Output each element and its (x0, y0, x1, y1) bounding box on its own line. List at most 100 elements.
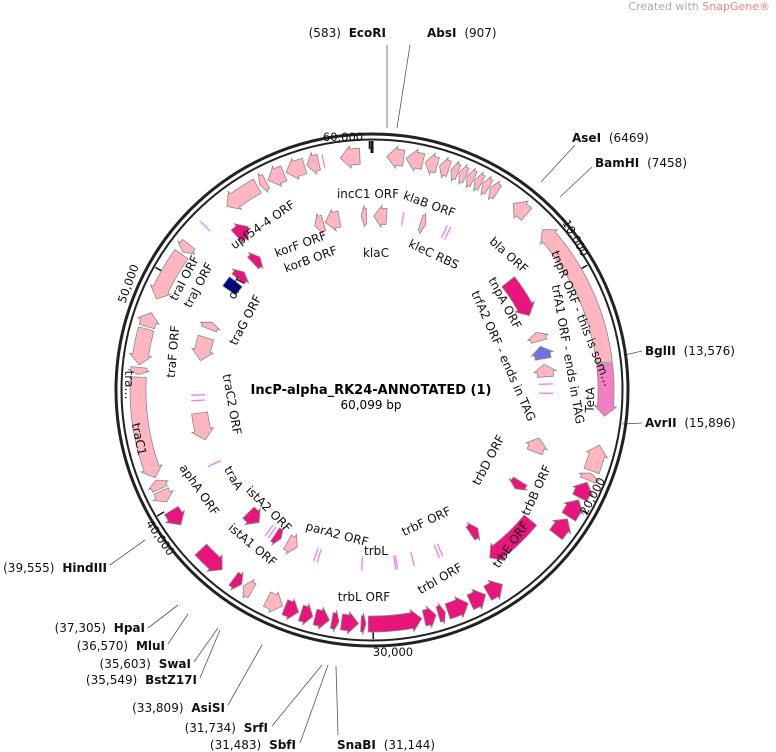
site-BstZ17I[interactable]: (35,549) BstZ17I (86, 673, 197, 687)
feature-arrow[interactable] (458, 164, 470, 185)
feature-arrow[interactable] (312, 606, 330, 631)
feature-arrow[interactable] (267, 164, 288, 187)
site-SbfI[interactable]: (31,483) SbfI (210, 738, 296, 752)
feature-arrow[interactable] (136, 312, 160, 330)
feature-arrow[interactable] (281, 597, 300, 621)
feature-arrow[interactable] (228, 571, 244, 591)
feature-arrow[interactable] (367, 608, 423, 633)
feature-arrow[interactable] (149, 248, 189, 300)
site-AseI[interactable]: AseI (6469) (572, 131, 649, 145)
feature-arrow[interactable] (466, 588, 487, 611)
feature-arrow[interactable] (373, 204, 388, 229)
feature-arrow[interactable] (226, 178, 262, 210)
feature-arrow[interactable] (270, 526, 284, 546)
feature-arrow[interactable] (444, 596, 469, 620)
feature-arrow[interactable] (360, 612, 367, 635)
label-traC2[interactable]: traC2 ORF (220, 373, 244, 436)
feature-arrow[interactable] (488, 180, 503, 201)
feature-arrow[interactable] (386, 145, 406, 170)
feature-arrow[interactable] (583, 444, 609, 475)
feature-arrow[interactable] (164, 505, 186, 526)
feature-arrow[interactable] (306, 151, 321, 176)
feature-arrow[interactable] (247, 252, 264, 270)
feature-arrow[interactable] (199, 321, 221, 333)
site-SrfI[interactable]: (31,734) SrfI (185, 721, 268, 735)
feature-arrow[interactable] (466, 167, 478, 189)
label-trbL-orf[interactable]: trbL ORF (338, 590, 391, 604)
label-traF[interactable]: traF ORF (164, 325, 183, 379)
feature-arrow[interactable] (231, 268, 250, 285)
feature-arrow[interactable] (561, 499, 584, 522)
feature-arrow[interactable] (151, 487, 174, 503)
feature-arrow[interactable] (314, 213, 327, 235)
feature-arrow[interactable] (571, 481, 594, 502)
label-tetA[interactable]: TetA (583, 386, 598, 414)
label-aphA[interactable]: aphA ORF (177, 461, 223, 518)
feature-arrow[interactable] (190, 411, 215, 441)
feature-arrow[interactable] (340, 610, 360, 635)
feature-arrow[interactable] (593, 362, 618, 417)
feature-arrow[interactable] (262, 591, 284, 613)
label-trbI[interactable]: trbI ORF (415, 560, 465, 597)
feature-arrow[interactable] (480, 175, 494, 196)
feature-arrow[interactable] (489, 514, 538, 562)
label-tra-truncated[interactable]: tra… (122, 371, 136, 400)
label-klaC[interactable]: klaC (363, 246, 389, 260)
label-incC1[interactable]: incC1 ORF (337, 187, 399, 201)
site-EcoRI[interactable]: (583) EcoRI (309, 26, 386, 40)
feature-arrow[interactable] (549, 518, 572, 541)
label-trbL[interactable]: trbL (364, 544, 388, 558)
label-traG[interactable]: traG ORF (226, 293, 264, 348)
site-SwaI[interactable]: (35,603) SwaI (100, 657, 191, 671)
label-trbD[interactable]: trbD ORF (469, 432, 507, 487)
label-bla[interactable]: bla ORF (487, 234, 531, 276)
label-trbB[interactable]: trbB ORF (519, 463, 555, 518)
site-SnaBI[interactable]: SnaBI (31,144) (337, 738, 435, 752)
label-traA[interactable]: traA (221, 464, 246, 494)
feature-arrow[interactable] (405, 148, 426, 173)
feature-arrow[interactable] (339, 145, 361, 169)
site-HindIII[interactable]: (39,555) HindIII (3, 561, 107, 575)
feature-arrow[interactable] (128, 326, 155, 366)
feature-arrow[interactable] (147, 479, 169, 493)
label-kleC[interactable]: kleC RBS (406, 237, 461, 272)
feature-arrow[interactable] (465, 522, 481, 541)
site-AvrII[interactable]: AvrII (15,896) (645, 416, 736, 430)
feature-arrow[interactable] (483, 579, 503, 601)
feature-arrow[interactable] (177, 238, 196, 255)
feature-arrow[interactable] (473, 171, 486, 192)
feature-arrow[interactable] (530, 345, 555, 361)
feature-arrow[interactable] (360, 205, 368, 228)
label-traC1[interactable]: traC1 (129, 422, 150, 457)
feature-arrow[interactable] (435, 602, 446, 625)
feature-arrow[interactable] (421, 605, 437, 629)
feature-arrow[interactable] (329, 610, 340, 633)
label-trbF[interactable]: trbF ORF (399, 504, 453, 539)
feature-arrow[interactable] (540, 229, 613, 364)
label-parA2[interactable]: parA2 ORF (304, 519, 370, 549)
feature-arrow[interactable] (450, 160, 462, 182)
site-BamHI[interactable]: BamHI (7458) (595, 156, 687, 170)
feature-arrow[interactable] (424, 152, 440, 176)
feature-arrow[interactable] (283, 532, 298, 556)
site-BglII[interactable]: BglII (13,576) (645, 344, 735, 358)
feature-arrow[interactable] (532, 363, 558, 378)
feature-arrow[interactable] (190, 334, 215, 362)
feature-arrow[interactable] (578, 472, 600, 484)
feature-arrow[interactable] (257, 172, 271, 193)
site-AbsI[interactable]: AbsI (907) (427, 26, 497, 40)
site-MluI[interactable]: (36,570) MluI (77, 639, 165, 653)
feature-arrow[interactable] (194, 543, 223, 572)
feature-arrow[interactable] (222, 276, 243, 296)
feature-arrow[interactable] (285, 157, 308, 181)
feature-arrow[interactable] (324, 208, 342, 233)
feature-arrow[interactable] (525, 437, 548, 456)
feature-arrow[interactable] (127, 366, 150, 376)
feature-arrow[interactable] (439, 157, 453, 179)
feature-arrow[interactable] (297, 602, 314, 627)
feature-arrow[interactable] (508, 476, 528, 491)
site-AsiSI[interactable]: (33,809) AsiSI (132, 701, 225, 715)
label-klaB[interactable]: klaB ORF (401, 188, 457, 220)
feature-arrow[interactable] (242, 506, 261, 526)
site-HpaI[interactable]: (37,305) HpaI (55, 621, 145, 635)
